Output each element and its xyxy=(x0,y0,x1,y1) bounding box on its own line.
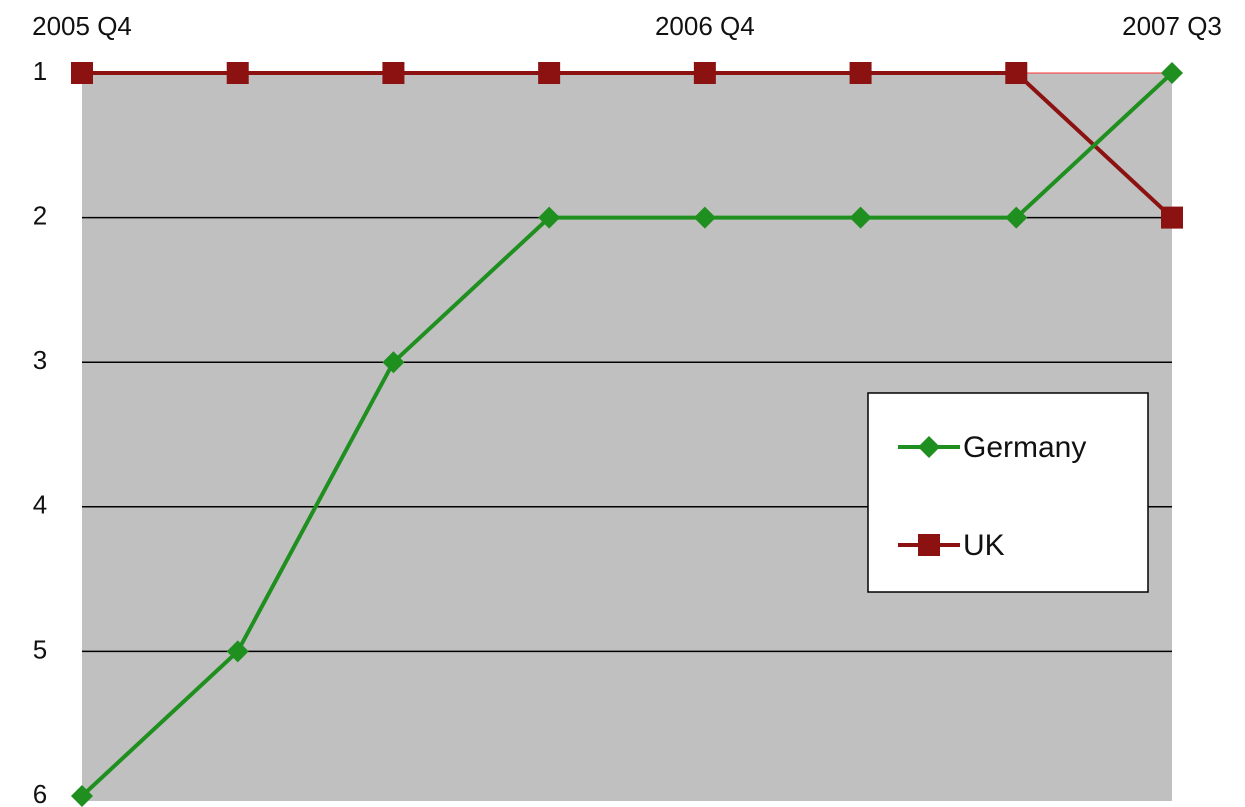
legend-box xyxy=(867,392,1149,593)
y-tick-label: 6 xyxy=(33,779,47,807)
x-tick-label: 2005 Q4 xyxy=(32,11,132,41)
marker xyxy=(849,62,872,84)
marker xyxy=(226,640,249,663)
marker xyxy=(849,206,872,229)
marker xyxy=(918,534,940,556)
series-line xyxy=(82,71,1174,220)
marker xyxy=(226,62,249,84)
marker xyxy=(1161,206,1183,229)
marker xyxy=(1005,206,1028,229)
legend-label: Germany xyxy=(963,431,1086,464)
marker xyxy=(382,351,405,374)
x-tick-label: 2006 Q4 xyxy=(655,11,755,41)
marker xyxy=(693,62,716,84)
series-line xyxy=(80,71,1174,798)
marker xyxy=(1005,62,1028,84)
marker xyxy=(1161,62,1183,84)
marker xyxy=(538,62,561,84)
marker xyxy=(538,206,561,229)
marker xyxy=(918,436,940,458)
y-tick-label: 1 xyxy=(33,56,47,86)
y-tick-label: 4 xyxy=(33,490,47,520)
y-tick-label: 5 xyxy=(33,634,47,664)
legend-label: UK xyxy=(963,529,1005,562)
marker xyxy=(382,62,405,84)
marker xyxy=(71,62,93,84)
y-tick-label: 2 xyxy=(33,200,47,230)
marker xyxy=(693,206,716,229)
marker xyxy=(71,785,93,807)
y-tick-label: 3 xyxy=(33,345,47,375)
x-tick-label: 2007 Q3 xyxy=(1122,11,1222,41)
